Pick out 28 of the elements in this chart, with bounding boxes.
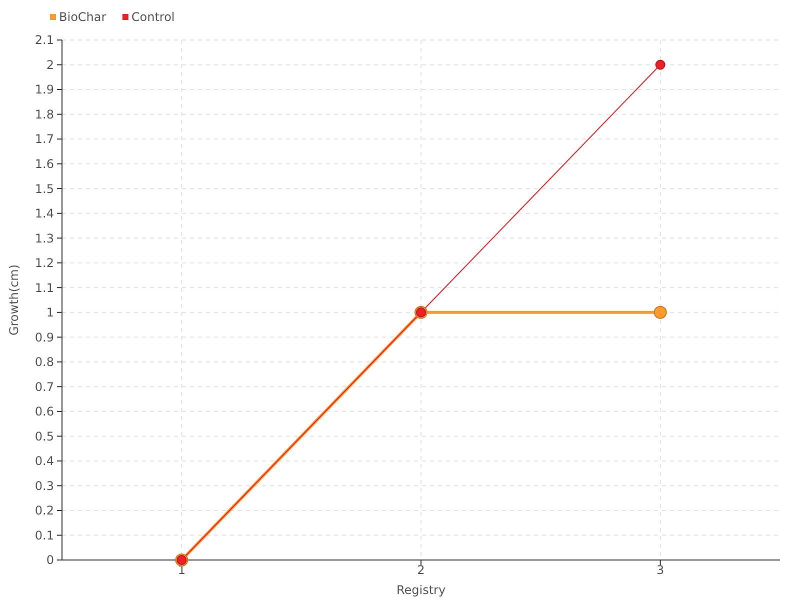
y-tick-label: 1.4 bbox=[34, 206, 54, 221]
y-tick-label: 1 bbox=[46, 306, 54, 320]
y-tick-label: 0.6 bbox=[34, 404, 54, 419]
y-tick-label: 1.3 bbox=[34, 231, 54, 246]
y-tick-label: 0.5 bbox=[34, 429, 54, 444]
y-tick-label: 1.5 bbox=[34, 182, 54, 196]
y-axis-title: Growth(cm) bbox=[7, 264, 21, 336]
legend-label: Control bbox=[131, 10, 175, 24]
y-tick-label: 2 bbox=[46, 58, 54, 72]
y-tick-label: 1.6 bbox=[34, 157, 54, 172]
y-tick-label: 0.1 bbox=[34, 528, 54, 542]
y-tick-label: 0.3 bbox=[34, 478, 54, 493]
x-tick-label: 2 bbox=[417, 563, 425, 577]
y-tick-label: 0.8 bbox=[34, 355, 54, 370]
y-tick-label: 1.9 bbox=[34, 82, 54, 97]
y-tick-label: 1.2 bbox=[34, 256, 54, 270]
y-tick-label: 0.7 bbox=[34, 380, 54, 394]
y-tick-label: 0.4 bbox=[34, 454, 54, 468]
y-tick-label: 0 bbox=[46, 553, 54, 568]
y-tick-label: 2.1 bbox=[34, 33, 54, 48]
x-axis-title: Registry bbox=[396, 583, 446, 597]
y-tick-label: 1.7 bbox=[34, 132, 54, 146]
y-tick-label: 0.9 bbox=[34, 330, 54, 344]
y-tick-label: 1.8 bbox=[34, 107, 54, 122]
y-tick-label: 1.1 bbox=[34, 280, 54, 295]
y-tick-label: 0.2 bbox=[34, 504, 54, 518]
x-tick-label: 3 bbox=[656, 563, 664, 577]
legend-label: BioChar bbox=[59, 10, 106, 24]
